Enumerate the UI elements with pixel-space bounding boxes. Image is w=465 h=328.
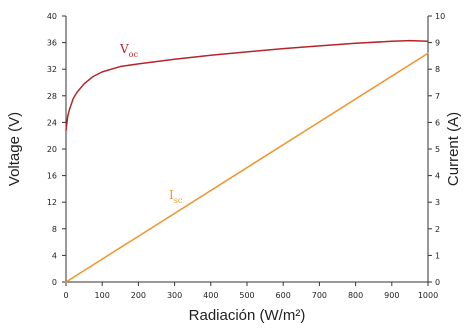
y-axis-right-title: Current (A) [445,112,462,186]
x-tick-label: 500 [239,291,254,300]
y-left-tick-label: 32 [47,65,57,74]
y-left-tick-label: 0 [52,278,57,287]
y-right-tick-label: 6 [435,118,440,127]
x-tick-label: 900 [384,291,399,300]
y-right-tick-label: 8 [435,65,440,74]
x-tick-label: 100 [95,291,110,300]
x-tick-label: 400 [203,291,218,300]
y-axis-left-title: Voltage (V) [6,112,23,186]
y-left-tick-label: 16 [47,172,57,181]
series-label-isc: Isc [169,188,183,205]
y-right-tick-label: 4 [435,172,440,181]
y-right-tick-label: 2 [435,225,440,234]
y-left-tick-label: 36 [47,39,57,48]
x-tick-label: 300 [167,291,182,300]
y-right-tick-label: 5 [435,145,440,154]
x-tick-label: 200 [131,291,146,300]
x-tick-label: 1000 [418,291,438,300]
y-left-tick-label: 20 [47,145,57,154]
y-right-tick-label: 0 [435,278,440,287]
y-right-tick-label: 9 [435,39,440,48]
y-right-tick-label: 7 [435,92,440,101]
y-right-tick-label: 1 [435,251,440,260]
y-left-tick-label: 24 [47,118,57,127]
x-tick-label: 700 [312,291,327,300]
x-tick-label: 800 [348,291,363,300]
y-left-tick-label: 4 [52,251,57,260]
y-left-tick-label: 28 [47,92,57,101]
y-right-tick-label: 10 [435,12,445,21]
x-axis-title: Radiación (W/m²) [189,307,306,324]
x-tick-label: 600 [276,291,291,300]
series-label-sub: sc [174,196,183,205]
y-left-tick-label: 12 [47,198,57,207]
y-right-tick-label: 3 [435,198,440,207]
series-group [65,39,429,283]
labels-group: Radiación (W/m²) Voltage (V) Current (A) Vo… [6,42,462,324]
series-label-main: I [169,188,174,202]
series-line-isc [65,52,429,283]
y-left-tick-label: 40 [47,12,57,21]
series-label-voc: Voc [119,42,138,59]
series-label-main: V [119,42,129,56]
axes: 0 100 200 300 400 500 600 700 800 900 100004812162… [47,12,445,300]
y-left-tick-label: 8 [52,225,57,234]
series-label-sub: oc [129,50,139,59]
series-line-voc [65,39,429,132]
x-tick-label: 0 [63,291,68,300]
